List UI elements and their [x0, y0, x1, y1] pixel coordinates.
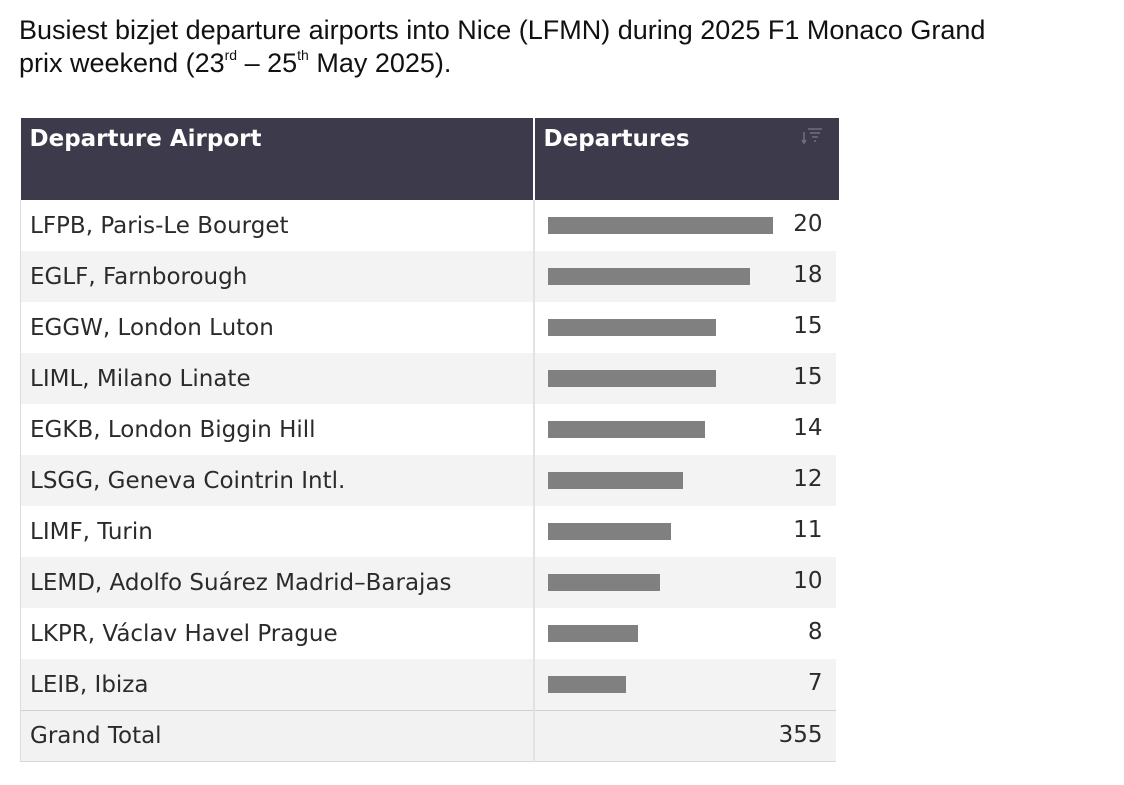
- data-bar: [547, 523, 672, 540]
- title-sup-th: th: [297, 47, 309, 63]
- airport-name: LKPR, Václav Havel Prague: [20, 608, 534, 659]
- table-row: LEMD, Adolfo Suárez Madrid–Barajas 10: [20, 557, 836, 608]
- airport-name: LIML, Milano Linate: [20, 353, 534, 404]
- data-bar: [547, 676, 627, 693]
- grand-total-cell: 355: [532, 710, 836, 762]
- table-row: LIML, Milano Linate 15: [20, 353, 836, 404]
- data-label: 12: [793, 466, 823, 492]
- data-label: 10: [793, 568, 823, 594]
- table-row: EGKB, London Biggin Hill 14: [20, 404, 836, 455]
- title-sup-rd: rd: [224, 47, 238, 63]
- data-bar: [547, 319, 717, 336]
- departures-table: Departure Airport Departures LFPB, Paris…: [20, 118, 839, 762]
- title-line-1: Busiest bizjet departure airports into N…: [19, 15, 986, 45]
- departures-cell: 15: [532, 302, 836, 353]
- departures-cell: 15: [532, 353, 836, 404]
- departure-airport-header-label: Departure Airport: [29, 126, 262, 152]
- data-label: 18: [793, 262, 823, 288]
- departures-cell: 8: [532, 608, 836, 659]
- departures-cell: 11: [532, 506, 836, 557]
- title-line-2a: prix weekend (23: [19, 48, 225, 78]
- table-row: LFPB, Paris-Le Bourget 20: [20, 200, 836, 251]
- airport-name: LEMD, Adolfo Suárez Madrid–Barajas: [20, 557, 534, 608]
- title-line-2c: May 2025).: [308, 48, 452, 78]
- data-bar: [547, 370, 717, 387]
- airport-name: EGLF, Farnborough: [20, 251, 534, 302]
- grand-total-row: Grand Total 355: [20, 710, 836, 762]
- table-row: LEIB, Ibiza 7: [20, 659, 836, 711]
- data-bar: [547, 574, 660, 591]
- data-label: 15: [793, 313, 823, 339]
- table-row: LIMF, Turin 11: [20, 506, 836, 557]
- airport-name: LEIB, Ibiza: [20, 659, 534, 711]
- chart-title: Busiest bizjet departure airports into N…: [19, 14, 1109, 80]
- departures-cell: 12: [532, 455, 836, 506]
- table-row: LKPR, Václav Havel Prague 8: [20, 608, 836, 659]
- data-bar: [547, 472, 683, 489]
- data-label: 7: [807, 670, 823, 696]
- data-bar: [547, 625, 638, 642]
- table-row: LSGG, Geneva Cointrin Intl. 12: [20, 455, 836, 506]
- departures-cell: 18: [532, 251, 836, 302]
- data-bar: [547, 217, 773, 234]
- departures-cell: 14: [532, 404, 836, 455]
- departures-cell: 20: [532, 200, 836, 251]
- header-row: Departure Airport Departures: [20, 118, 839, 200]
- departures-cell: 10: [532, 557, 836, 608]
- data-bar: [547, 268, 750, 285]
- data-label: 14: [793, 415, 823, 441]
- airport-name: EGGW, London Luton: [20, 302, 534, 353]
- departure-airport-header[interactable]: Departure Airport: [20, 118, 534, 200]
- title-line-2b: – 25: [237, 48, 298, 78]
- data-label: 8: [807, 619, 823, 645]
- departures-header[interactable]: Departures: [532, 118, 839, 200]
- data-label: 11: [793, 517, 823, 543]
- data-bar: [547, 421, 705, 438]
- grand-total-value: 355: [778, 722, 823, 748]
- data-label: 15: [793, 364, 823, 390]
- airport-name: EGKB, London Biggin Hill: [20, 404, 534, 455]
- airport-name: LSGG, Geneva Cointrin Intl.: [20, 455, 534, 506]
- departures-header-label: Departures: [543, 126, 690, 152]
- table-row: EGGW, London Luton 15: [20, 302, 836, 353]
- airport-name: LIMF, Turin: [20, 506, 534, 557]
- data-label: 20: [793, 211, 823, 237]
- grand-total-label: Grand Total: [20, 710, 534, 762]
- table-row: EGLF, Farnborough 18: [20, 251, 836, 302]
- airport-name: LFPB, Paris-Le Bourget: [20, 200, 534, 251]
- sort-descending-icon[interactable]: [800, 126, 823, 146]
- departures-cell: 7: [532, 659, 836, 711]
